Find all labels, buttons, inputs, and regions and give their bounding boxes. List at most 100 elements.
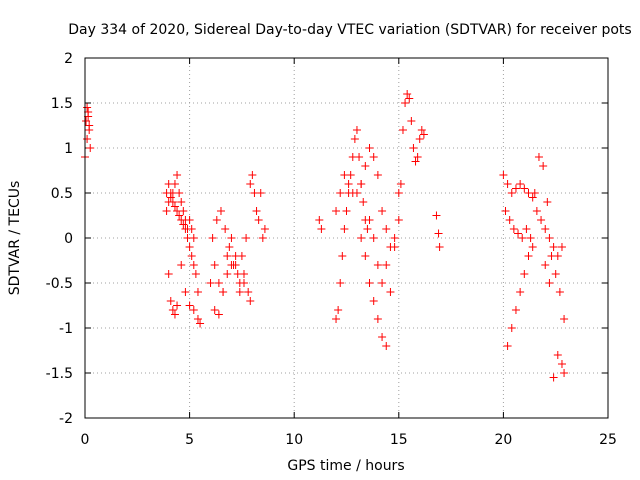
data-point <box>557 243 566 251</box>
data-point <box>499 171 508 179</box>
data-point <box>221 225 230 233</box>
data-point <box>189 261 198 269</box>
data-point <box>378 207 387 215</box>
data-point <box>560 315 569 323</box>
data-point <box>179 207 188 215</box>
x-tick-label: 25 <box>599 432 617 448</box>
chart-title: Day 334 of 2020, Sidereal Day-to-day VTE… <box>68 22 631 38</box>
data-point <box>516 288 525 296</box>
data-point <box>390 234 399 242</box>
data-point <box>415 135 424 143</box>
data-point <box>434 229 443 238</box>
data-point <box>530 189 539 197</box>
data-point <box>365 144 374 152</box>
data-point <box>363 225 372 233</box>
x-tick-label: 0 <box>81 432 90 448</box>
data-point <box>216 207 225 215</box>
data-point <box>254 216 263 224</box>
data-point <box>246 297 255 305</box>
y-tick-label: 1 <box>64 141 73 157</box>
data-point <box>340 171 349 179</box>
data-point <box>505 216 514 224</box>
data-point <box>173 301 182 310</box>
x-axis-label: GPS time / hours <box>287 458 404 474</box>
data-point <box>409 144 418 152</box>
data-point <box>189 234 198 242</box>
data-point <box>369 297 378 305</box>
data-point <box>164 198 173 206</box>
y-tick-label: -1 <box>59 321 73 337</box>
y-tick-label: -0.5 <box>46 276 73 292</box>
data-point <box>244 288 253 296</box>
data-point <box>233 270 242 278</box>
data-point <box>373 315 382 323</box>
data-point <box>557 360 566 368</box>
data-point <box>246 180 255 188</box>
data-point <box>239 279 248 287</box>
data-point <box>378 279 387 287</box>
data-point <box>549 373 558 382</box>
data-point <box>352 189 361 197</box>
x-tick-label: 15 <box>390 432 408 448</box>
data-point <box>191 270 200 278</box>
data-point <box>219 288 228 296</box>
data-point <box>365 279 374 287</box>
data-point <box>520 270 529 278</box>
data-point <box>166 193 175 202</box>
data-point <box>173 171 182 179</box>
plot-frame <box>84 57 609 419</box>
data-point <box>317 225 326 233</box>
data-point <box>541 225 550 233</box>
data-point <box>181 288 190 296</box>
data-point <box>223 252 232 260</box>
data-point <box>361 252 370 260</box>
data-point <box>518 234 527 242</box>
data-point <box>86 144 95 152</box>
data-point <box>168 306 177 314</box>
data-point <box>369 234 378 242</box>
y-tick-label: -1.5 <box>46 366 73 382</box>
data-point <box>378 333 387 341</box>
data-point <box>503 180 512 188</box>
data-point <box>164 270 173 278</box>
data-point <box>537 216 546 224</box>
data-point <box>336 279 345 287</box>
data-point <box>411 157 420 166</box>
data-point <box>193 288 202 296</box>
data-point <box>528 193 537 202</box>
y-tick-label: 0.5 <box>51 186 73 202</box>
data-point <box>83 103 92 112</box>
data-point <box>212 216 221 224</box>
data-point <box>189 306 198 314</box>
data-point <box>185 216 194 224</box>
data-point <box>520 184 529 193</box>
data-point <box>352 126 361 134</box>
data-point <box>210 261 219 269</box>
data-point <box>175 189 184 197</box>
data-point <box>340 225 349 233</box>
data-point <box>242 234 251 242</box>
data-point <box>223 270 232 278</box>
data-point <box>206 279 215 287</box>
data-points <box>81 90 569 382</box>
data-point <box>85 121 94 130</box>
data-point <box>543 198 552 206</box>
data-point <box>511 306 520 314</box>
y-tick-label: 2 <box>64 51 73 67</box>
data-point <box>545 279 554 287</box>
x-tick-label: 5 <box>185 432 194 448</box>
data-point <box>227 261 236 269</box>
data-point <box>532 207 541 215</box>
data-point <box>365 216 374 224</box>
y-tick-label: 1.5 <box>51 96 73 112</box>
data-point <box>398 126 407 134</box>
data-point <box>394 189 403 197</box>
data-point <box>528 243 537 251</box>
y-axis-label: SDTVAR / TECUs <box>7 181 23 296</box>
data-point <box>386 288 395 296</box>
data-point <box>177 261 186 269</box>
y-tick-label: -2 <box>59 411 73 427</box>
data-point <box>162 207 171 215</box>
data-point <box>332 315 341 323</box>
data-point <box>511 184 520 193</box>
